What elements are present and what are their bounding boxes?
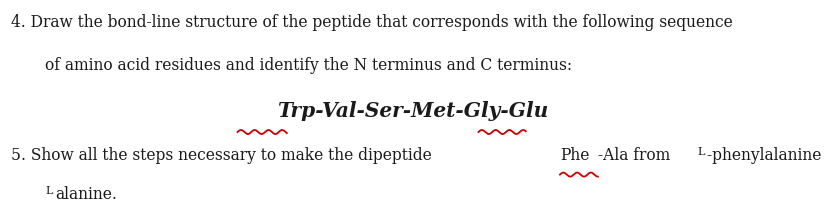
Text: L: L (697, 147, 705, 158)
Text: -phenylalanine and: -phenylalanine and (707, 147, 825, 164)
Text: Phe: Phe (560, 147, 589, 164)
Text: alanine.: alanine. (55, 186, 117, 202)
Text: of amino acid residues and identify the N terminus and C terminus:: of amino acid residues and identify the … (45, 57, 573, 74)
Text: L: L (45, 186, 53, 196)
Text: -Ala from: -Ala from (598, 147, 675, 164)
Text: 4. Draw the bond-line structure of the peptide that corresponds with the followi: 4. Draw the bond-line structure of the p… (11, 14, 733, 31)
Text: Trp-Val-Ser-Met-Gly-Glu: Trp-Val-Ser-Met-Gly-Glu (277, 101, 548, 121)
Text: 5. Show all the steps necessary to make the dipeptide: 5. Show all the steps necessary to make … (11, 147, 436, 164)
